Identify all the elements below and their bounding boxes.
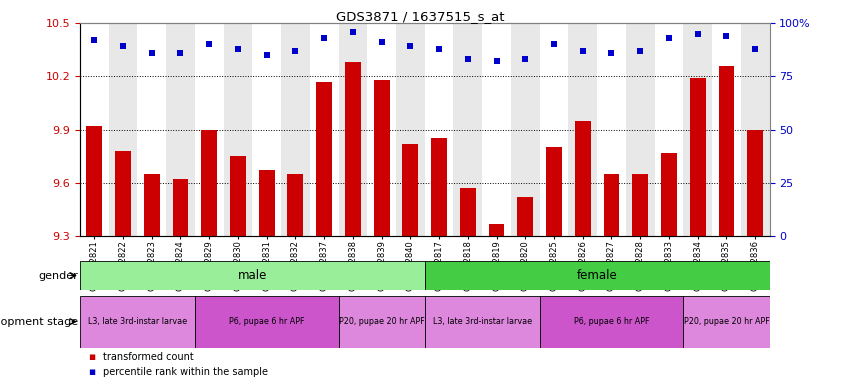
Bar xyxy=(108,23,137,236)
Bar xyxy=(690,78,706,236)
Bar xyxy=(252,23,281,236)
Point xyxy=(489,58,503,65)
Bar xyxy=(425,23,453,236)
Bar xyxy=(489,224,505,236)
Point xyxy=(231,46,245,52)
Point xyxy=(605,50,618,56)
Bar xyxy=(748,130,763,236)
Bar xyxy=(166,23,195,236)
Bar xyxy=(373,80,389,236)
Bar xyxy=(87,126,102,236)
Bar xyxy=(195,23,224,236)
Bar xyxy=(683,23,712,236)
Point xyxy=(317,35,331,41)
Point xyxy=(519,56,532,62)
Point xyxy=(748,46,762,52)
Bar xyxy=(604,174,619,236)
Bar xyxy=(137,23,166,236)
Bar xyxy=(338,23,368,236)
Text: L3, late 3rd-instar larvae: L3, late 3rd-instar larvae xyxy=(432,317,532,326)
Bar xyxy=(338,296,425,348)
Bar xyxy=(259,170,274,236)
Text: P20, pupae 20 hr APF: P20, pupae 20 hr APF xyxy=(684,317,770,326)
Bar xyxy=(345,62,361,236)
Point xyxy=(288,48,302,54)
Bar xyxy=(431,139,447,236)
Point xyxy=(260,52,273,58)
Bar xyxy=(718,66,734,236)
Bar xyxy=(626,23,654,236)
Bar xyxy=(230,156,246,236)
Bar xyxy=(517,197,533,236)
Bar xyxy=(597,23,626,236)
Point xyxy=(87,37,101,43)
Point xyxy=(720,33,733,39)
Point xyxy=(346,28,360,35)
Point xyxy=(116,43,130,50)
Text: L3, late 3rd-instar larvae: L3, late 3rd-instar larvae xyxy=(87,317,187,326)
Bar xyxy=(546,147,562,236)
Text: P6, pupae 6 hr APF: P6, pupae 6 hr APF xyxy=(229,317,304,326)
Text: percentile rank within the sample: percentile rank within the sample xyxy=(103,367,268,377)
Text: transformed count: transformed count xyxy=(103,352,194,362)
Point xyxy=(633,48,647,54)
Bar xyxy=(460,188,476,236)
Text: gender: gender xyxy=(39,270,78,281)
Bar xyxy=(396,23,425,236)
Bar xyxy=(741,23,770,236)
Bar xyxy=(425,261,770,290)
Text: P6, pupae 6 hr APF: P6, pupae 6 hr APF xyxy=(574,317,649,326)
Text: GDS3871 / 1637515_s_at: GDS3871 / 1637515_s_at xyxy=(336,10,505,23)
Bar xyxy=(683,296,770,348)
Bar xyxy=(712,23,741,236)
Point xyxy=(145,50,158,56)
Bar xyxy=(510,23,540,236)
Bar xyxy=(661,153,677,236)
Point xyxy=(547,41,561,47)
Point xyxy=(203,41,216,47)
Bar xyxy=(540,23,569,236)
Point xyxy=(432,46,446,52)
Bar xyxy=(288,174,304,236)
Bar xyxy=(316,82,332,236)
Text: P20, pupae 20 hr APF: P20, pupae 20 hr APF xyxy=(339,317,425,326)
Bar xyxy=(309,23,338,236)
Point xyxy=(576,48,590,54)
Text: development stage: development stage xyxy=(0,316,78,327)
Bar xyxy=(144,174,160,236)
Bar xyxy=(281,23,309,236)
Bar xyxy=(115,151,131,236)
Bar xyxy=(453,23,482,236)
Bar xyxy=(540,296,683,348)
Point xyxy=(461,56,474,62)
Bar xyxy=(569,23,597,236)
Bar xyxy=(403,144,418,236)
Text: female: female xyxy=(577,269,617,282)
Point xyxy=(691,31,705,37)
Text: ◾: ◾ xyxy=(88,352,95,362)
Bar xyxy=(368,23,396,236)
Bar xyxy=(425,296,540,348)
Point xyxy=(662,35,675,41)
Bar xyxy=(632,174,648,236)
Point xyxy=(375,39,389,45)
Bar xyxy=(201,130,217,236)
Bar xyxy=(224,23,252,236)
Bar xyxy=(172,179,188,236)
Bar xyxy=(575,121,590,236)
Bar xyxy=(80,261,425,290)
Bar xyxy=(80,296,195,348)
Text: ◾: ◾ xyxy=(88,367,95,377)
Bar xyxy=(654,23,683,236)
Bar xyxy=(195,296,338,348)
Text: male: male xyxy=(238,269,267,282)
Point xyxy=(174,50,188,56)
Bar xyxy=(482,23,510,236)
Point xyxy=(404,43,417,50)
Bar xyxy=(80,23,108,236)
